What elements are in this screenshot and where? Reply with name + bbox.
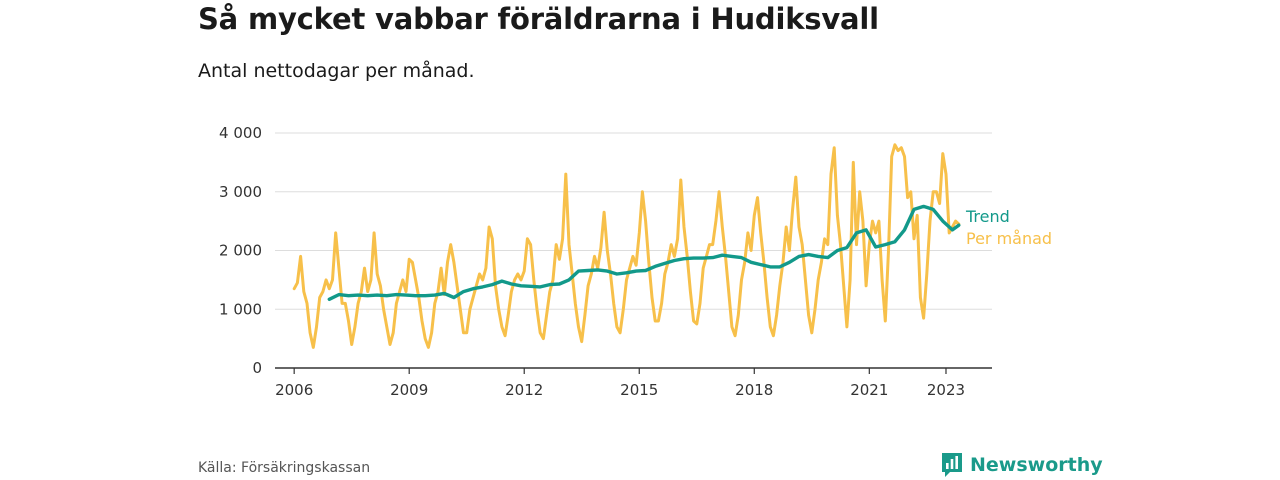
x-tick-label: 2023 (927, 381, 965, 399)
legend: Trend Per månad (965, 207, 1052, 248)
y-axis: 0 1 000 2 000 3 000 4 000 (219, 124, 262, 377)
x-tick-label: 2021 (850, 381, 888, 399)
y-tick-label: 2 000 (219, 242, 262, 260)
chart-subtitle: Antal nettodagar per månad. (198, 60, 475, 82)
y-tick-label: 3 000 (219, 183, 262, 201)
series-line-trend (327, 204, 961, 301)
newsworthy-icon (942, 453, 962, 477)
x-tick-label: 2012 (505, 381, 543, 399)
y-tick-label: 1 000 (219, 300, 262, 318)
y-tick-label: 0 (252, 359, 262, 377)
x-axis: 2006 2009 2012 2015 2018 2021 2023 (275, 367, 992, 399)
x-tick-label: 2009 (390, 381, 428, 399)
series-line-per-manad (292, 143, 961, 349)
legend-label-per-manad: Per månad (966, 229, 1052, 248)
chart-title: Så mycket vabbar föräldrarna i Hudiksval… (198, 2, 879, 36)
y-tick-label: 4 000 (219, 124, 262, 142)
brand-name: Newsworthy (970, 454, 1103, 476)
series-layer (292, 143, 961, 349)
x-tick-label: 2015 (620, 381, 658, 399)
grid-lines (275, 132, 992, 310)
brand-logo[interactable]: Newsworthy (940, 451, 1103, 479)
x-tick-label: 2006 (275, 381, 313, 399)
legend-label-trend: Trend (965, 207, 1010, 226)
source-note: Källa: Försäkringskassan (198, 460, 371, 476)
x-tick-label: 2018 (735, 381, 773, 399)
